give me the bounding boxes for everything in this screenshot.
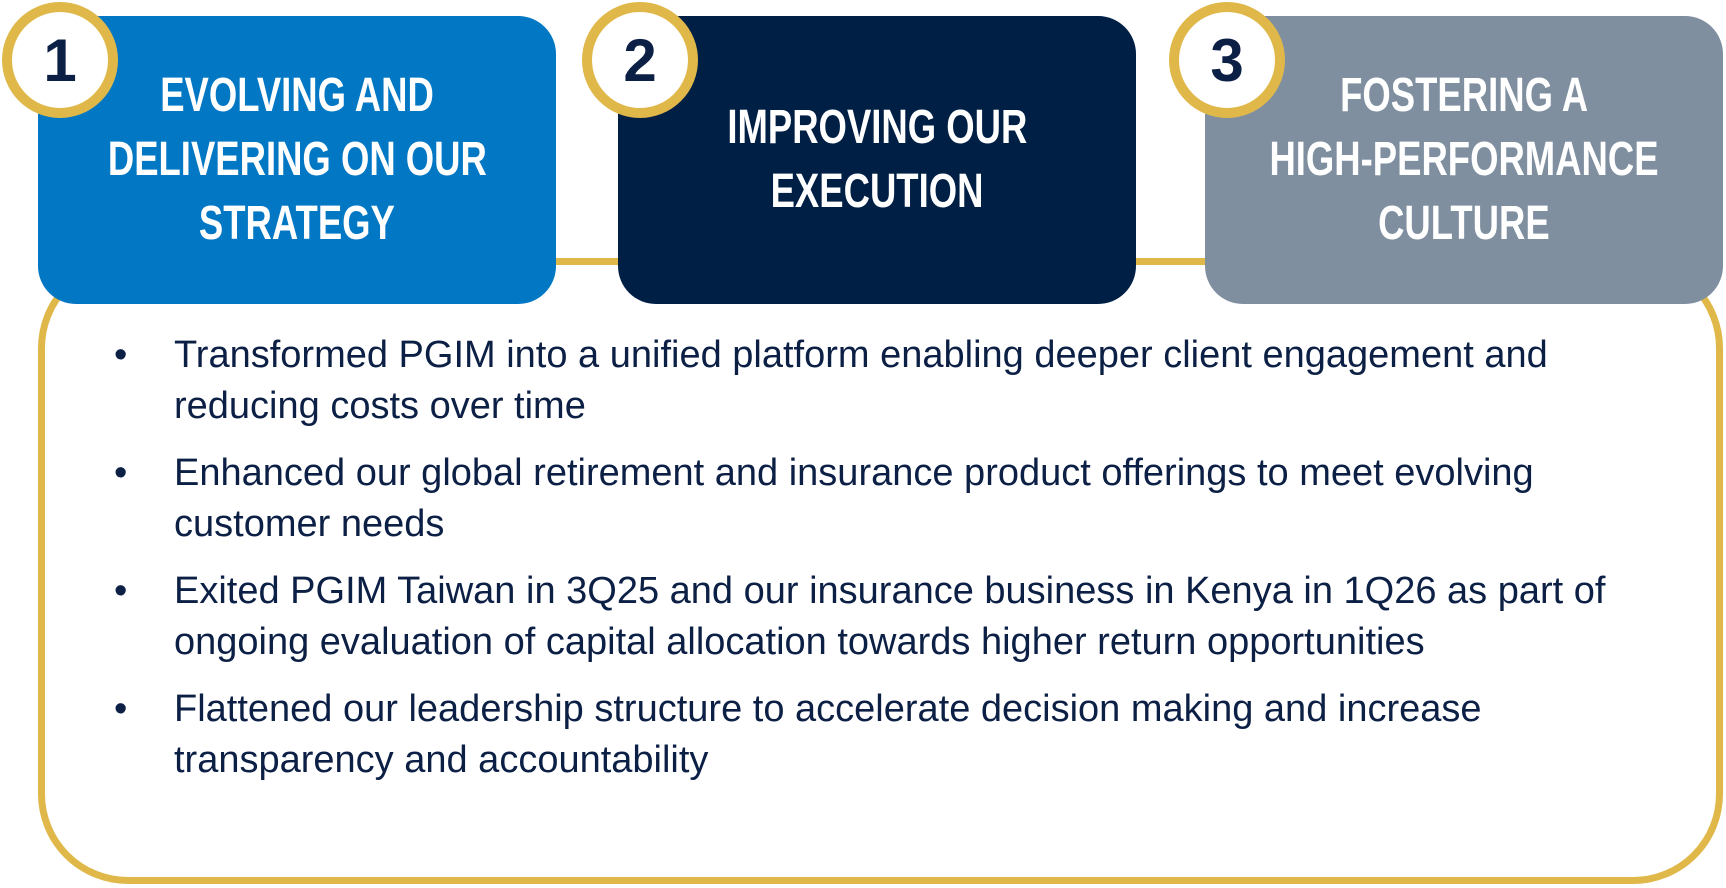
bullet-text: Transformed PGIM into a unified platform… xyxy=(174,334,1548,427)
bullet-dot: • xyxy=(114,688,128,730)
badge-number: 2 xyxy=(582,2,698,118)
bullet-text: Flattened our leadership structure to ac… xyxy=(174,688,1482,781)
card-title-line: CULTURE xyxy=(1378,197,1550,250)
bullet-dot: • xyxy=(114,570,128,612)
card-title-line: IMPROVING OUR xyxy=(727,101,1027,154)
badge-number: 3 xyxy=(1169,2,1285,118)
card: FOSTERING A HIGH-PERFORMANCE CULTURE xyxy=(1205,16,1723,304)
bullet-dot: • xyxy=(114,452,128,494)
card: EVOLVING AND DELIVERING ON OUR STRATEGY xyxy=(38,16,556,304)
badge-number: 1 xyxy=(2,2,118,118)
bullet-text: Exited PGIM Taiwan in 3Q25 and our insur… xyxy=(174,570,1606,663)
bullet-text: Enhanced our global retirement and insur… xyxy=(174,452,1534,545)
card-title-line: EVOLVING AND xyxy=(160,69,434,122)
card-title-line: FOSTERING A xyxy=(1340,69,1588,122)
bullet-item: • Transformed PGIM into a unified platfor… xyxy=(110,330,1650,432)
card: IMPROVING OUR EXECUTION xyxy=(618,16,1136,304)
bullet-item: • Enhanced our global retirement and insu… xyxy=(110,448,1650,550)
bullet-list: • Transformed PGIM into a unified platfor… xyxy=(110,330,1650,802)
bullet-dot: • xyxy=(114,334,128,376)
card-title-line: HIGH-PERFORMANCE xyxy=(1269,133,1659,186)
card-title-line: DELIVERING ON OUR xyxy=(107,133,487,186)
card-title-line: STRATEGY xyxy=(199,197,395,250)
bullet-item: • Flattened our leadership structure to a… xyxy=(110,684,1650,786)
bullet-item: • Exited PGIM Taiwan in 3Q25 and our insu… xyxy=(110,566,1650,668)
card-title-line: EXECUTION xyxy=(770,165,984,218)
